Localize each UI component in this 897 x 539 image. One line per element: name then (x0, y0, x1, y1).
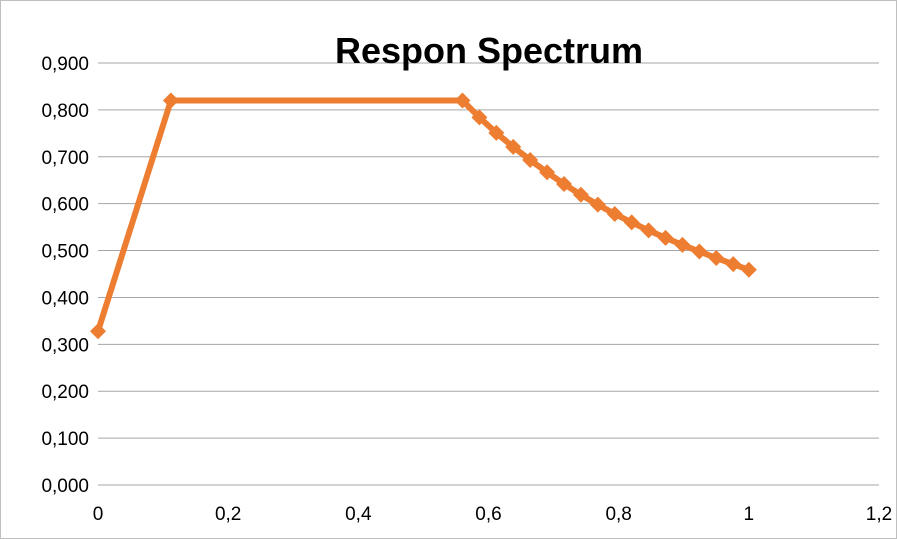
data-point-marker (674, 236, 691, 253)
data-point-marker (572, 186, 589, 203)
series (90, 92, 757, 340)
data-point-marker (488, 124, 505, 141)
tick-labels: 0,000 0,100 0,200 0,300 0,400 0,500 0,600 0,700… (41, 54, 892, 525)
data-point-marker (162, 92, 179, 109)
data-point-marker (740, 261, 757, 278)
y-tick-label: 0,200 (41, 382, 89, 403)
data-point-marker (606, 205, 623, 222)
x-tick-label: 0 (93, 504, 104, 525)
gridlines (98, 62, 879, 439)
chart-title: Respon Spectrum (335, 30, 643, 71)
data-point-marker (471, 109, 488, 126)
y-tick-label: 0,000 (41, 476, 89, 497)
data-point-marker (640, 222, 657, 239)
x-tick-label: 0,6 (475, 504, 501, 525)
data-point-marker (725, 256, 742, 273)
data-point-marker (90, 323, 106, 340)
y-tick-label: 0,600 (41, 195, 89, 216)
x-tick-label: 0,2 (215, 504, 241, 525)
data-point-marker (539, 164, 556, 181)
y-tick-label: 0,500 (41, 242, 89, 263)
x-tick-label: 0,8 (605, 504, 631, 525)
x-tick-label: 1,2 (866, 504, 892, 525)
y-tick-label: 0,700 (41, 148, 89, 169)
y-tick-label: 0,800 (41, 101, 89, 122)
data-point-marker (555, 175, 572, 192)
data-point-marker (657, 229, 674, 246)
series-line (95, 97, 752, 335)
data-point-marker (691, 243, 708, 260)
x-tick-label: 1 (744, 504, 755, 525)
x-tick-label: 0,4 (345, 504, 372, 525)
y-tick-label: 0,400 (41, 288, 89, 309)
data-point-marker (623, 214, 640, 231)
y-tick-label: 0,900 (41, 54, 89, 75)
data-point-marker (589, 196, 606, 213)
data-point-marker (454, 92, 471, 109)
y-tick-label: 0,300 (41, 335, 89, 356)
data-point-marker (522, 152, 539, 169)
y-tick-label: 0,100 (41, 429, 89, 450)
data-point-marker (505, 138, 522, 155)
data-point-marker (708, 250, 725, 267)
